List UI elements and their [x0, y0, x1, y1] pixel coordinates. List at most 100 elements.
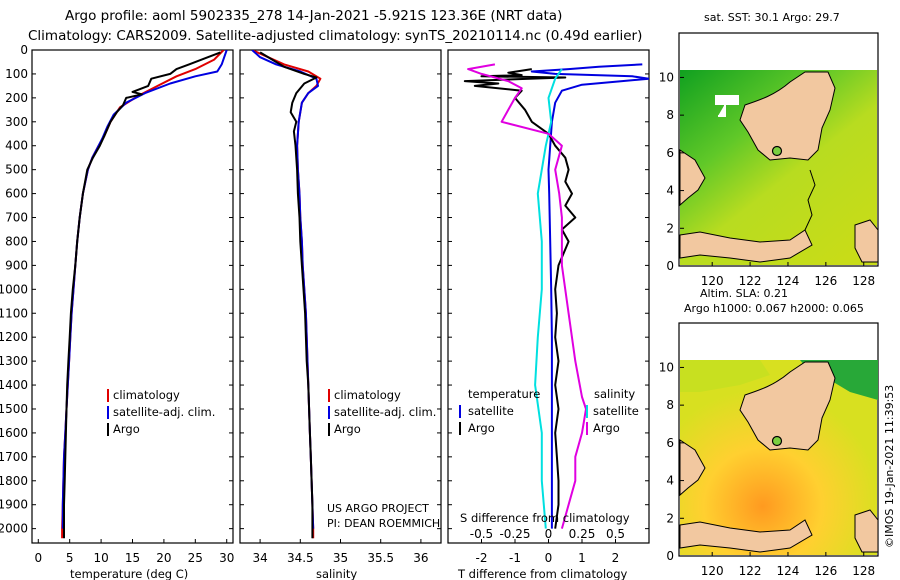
x-tick-label: 30: [219, 551, 234, 565]
map-x-tick-label: 120: [701, 564, 724, 578]
difference-panel: [447, 49, 650, 544]
argo-position-marker: [771, 145, 783, 157]
legend-s-satellite: satellite: [593, 404, 639, 418]
x-tick-label: 10: [93, 551, 108, 565]
map-x-tick-label: 126: [814, 274, 837, 288]
map-x-tick-label: 128: [852, 274, 875, 288]
land-borneo-sulawesi: [739, 361, 836, 451]
legend-argo: Argo: [334, 422, 361, 436]
sst-map: sat. SST: 30.1 Argo: 29.7 120 122 124 126 12…: [659, 11, 879, 288]
x-tick-label: 34.5: [287, 551, 314, 565]
map-y-tick-label: 6: [666, 146, 674, 160]
project-annotation: US ARGO PROJECT: [327, 502, 429, 515]
land-south: [679, 229, 813, 263]
pi-annotation: PI: DEAN ROEMMICH: [327, 517, 440, 530]
salinity-legend: climatology satellite-adj. clim. Argo: [328, 388, 436, 436]
map-x-tick-label: 126: [814, 564, 837, 578]
x-tick-label: 2: [612, 551, 620, 565]
x-tick-label: 34: [252, 551, 267, 565]
cloud-gap: [715, 95, 739, 117]
s-diff-tick-label: -0.25: [499, 527, 530, 541]
s-diff-tick-label: -0.5: [470, 527, 493, 541]
depth-tick-label: 2000: [0, 522, 28, 536]
series-s-argo: [467, 63, 587, 529]
s-diff-tick-label: 0.25: [569, 527, 596, 541]
series-satellite-adj-clim-: [251, 50, 319, 529]
map-y-tick-label: 2: [666, 511, 674, 525]
s-diff-tick-label: 0.5: [606, 527, 625, 541]
temperature-x-ticks: 0 5 10 15 20 25 30: [34, 539, 234, 565]
depth-tick-label: 400: [5, 139, 28, 153]
map-x-tick-label: 122: [739, 274, 762, 288]
land-south: [679, 519, 813, 553]
depth-tick-label: 1900: [0, 498, 28, 512]
x-tick-label: 0: [34, 551, 42, 565]
salinity-x-ticks: 34 34.5 35 35.5 36: [252, 539, 429, 565]
x-tick-label: 15: [125, 551, 140, 565]
land-west: [679, 149, 706, 207]
difference-lines: [463, 63, 649, 529]
depth-tick-label: 1100: [0, 306, 28, 320]
x-tick-label: 25: [188, 551, 203, 565]
salinity-panel: [239, 49, 442, 544]
depth-tick-label: 100: [5, 67, 28, 81]
x-tick-label: 5: [66, 551, 74, 565]
depth-axis: 0 100 200 300 400 500 600 700 800 900 1000 1100 1200…: [0, 43, 649, 536]
sst-map-title: sat. SST: 30.1 Argo: 29.7: [704, 11, 840, 24]
altimetry-map: Altim. SLA: 0.21 Argo h1000: 0.067 h2000…: [659, 287, 879, 578]
temperature-xlabel: temperature (deg C): [70, 567, 188, 580]
temperature-legend: climatology satellite-adj. clim. Argo: [107, 388, 215, 436]
s-diff-tick-label: 0: [545, 527, 553, 541]
legend-argo: Argo: [113, 422, 140, 436]
map-y-tick-label: 8: [666, 398, 674, 412]
map-y-tick-label: 10: [659, 360, 674, 374]
legend-satellite-adj: satellite-adj. clim.: [334, 405, 436, 419]
x-tick-label: 35.5: [367, 551, 394, 565]
depth-tick-label: 700: [5, 211, 28, 225]
depth-tick-label: 900: [5, 258, 28, 272]
x-tick-label: -1: [509, 551, 521, 565]
land-east: [854, 219, 879, 263]
legend-temperature-title: temperature: [468, 387, 540, 401]
map-x-tick-label: 128: [852, 564, 875, 578]
altim-title-line1: Altim. SLA: 0.21: [700, 287, 788, 300]
series-s-satellite: [534, 68, 563, 529]
map-x-tick-label: 120: [701, 274, 724, 288]
depth-tick-label: 500: [5, 163, 28, 177]
depth-tick-label: 1500: [0, 402, 28, 416]
depth-tick-label: 1300: [0, 354, 28, 368]
legend-t-argo: Argo: [468, 421, 495, 435]
depth-tick-label: 600: [5, 187, 28, 201]
credit: ©IMOS 19-Jan-2021 11:39:53: [883, 385, 896, 548]
series-climatology: [61, 50, 225, 539]
series-t-satellite: [530, 63, 649, 529]
land-islands: [804, 169, 816, 231]
map-y-tick-label: 4: [666, 184, 674, 198]
x-tick-label: -2: [476, 551, 488, 565]
land-west: [679, 439, 706, 497]
legend-s-argo: Argo: [593, 421, 620, 435]
legend-climatology: climatology: [334, 388, 401, 402]
temperature-lines: [61, 50, 228, 539]
figure-title-line1: Argo profile: aoml 5902335_278 14-Jan-20…: [65, 8, 562, 24]
temperature-panel: [31, 49, 234, 544]
series-satellite-adj-clim-: [61, 50, 228, 529]
x-tick-label: 0: [545, 551, 553, 565]
depth-tick-label: 1700: [0, 450, 28, 464]
map-x-tick-label: 122: [739, 564, 762, 578]
x-tick-label: 1: [578, 551, 586, 565]
map-y-tick-label: 8: [666, 108, 674, 122]
legend-satellite-adj: satellite-adj. clim.: [113, 405, 215, 419]
salinity-xlabel: salinity: [316, 567, 357, 580]
map-x-tick-label: 124: [777, 274, 800, 288]
map-y-tick-label: 6: [666, 436, 674, 450]
x-tick-label: 20: [156, 551, 171, 565]
series-argo: [63, 51, 221, 539]
legend-salinity-title: salinity: [594, 387, 635, 401]
depth-tick-label: 1400: [0, 378, 28, 392]
x-tick-label: 36: [413, 551, 428, 565]
sdiff-xlabel: S difference from climatology: [460, 511, 630, 525]
map-y-tick-label: 0: [666, 259, 674, 273]
depth-tick-label: 1000: [0, 282, 28, 296]
